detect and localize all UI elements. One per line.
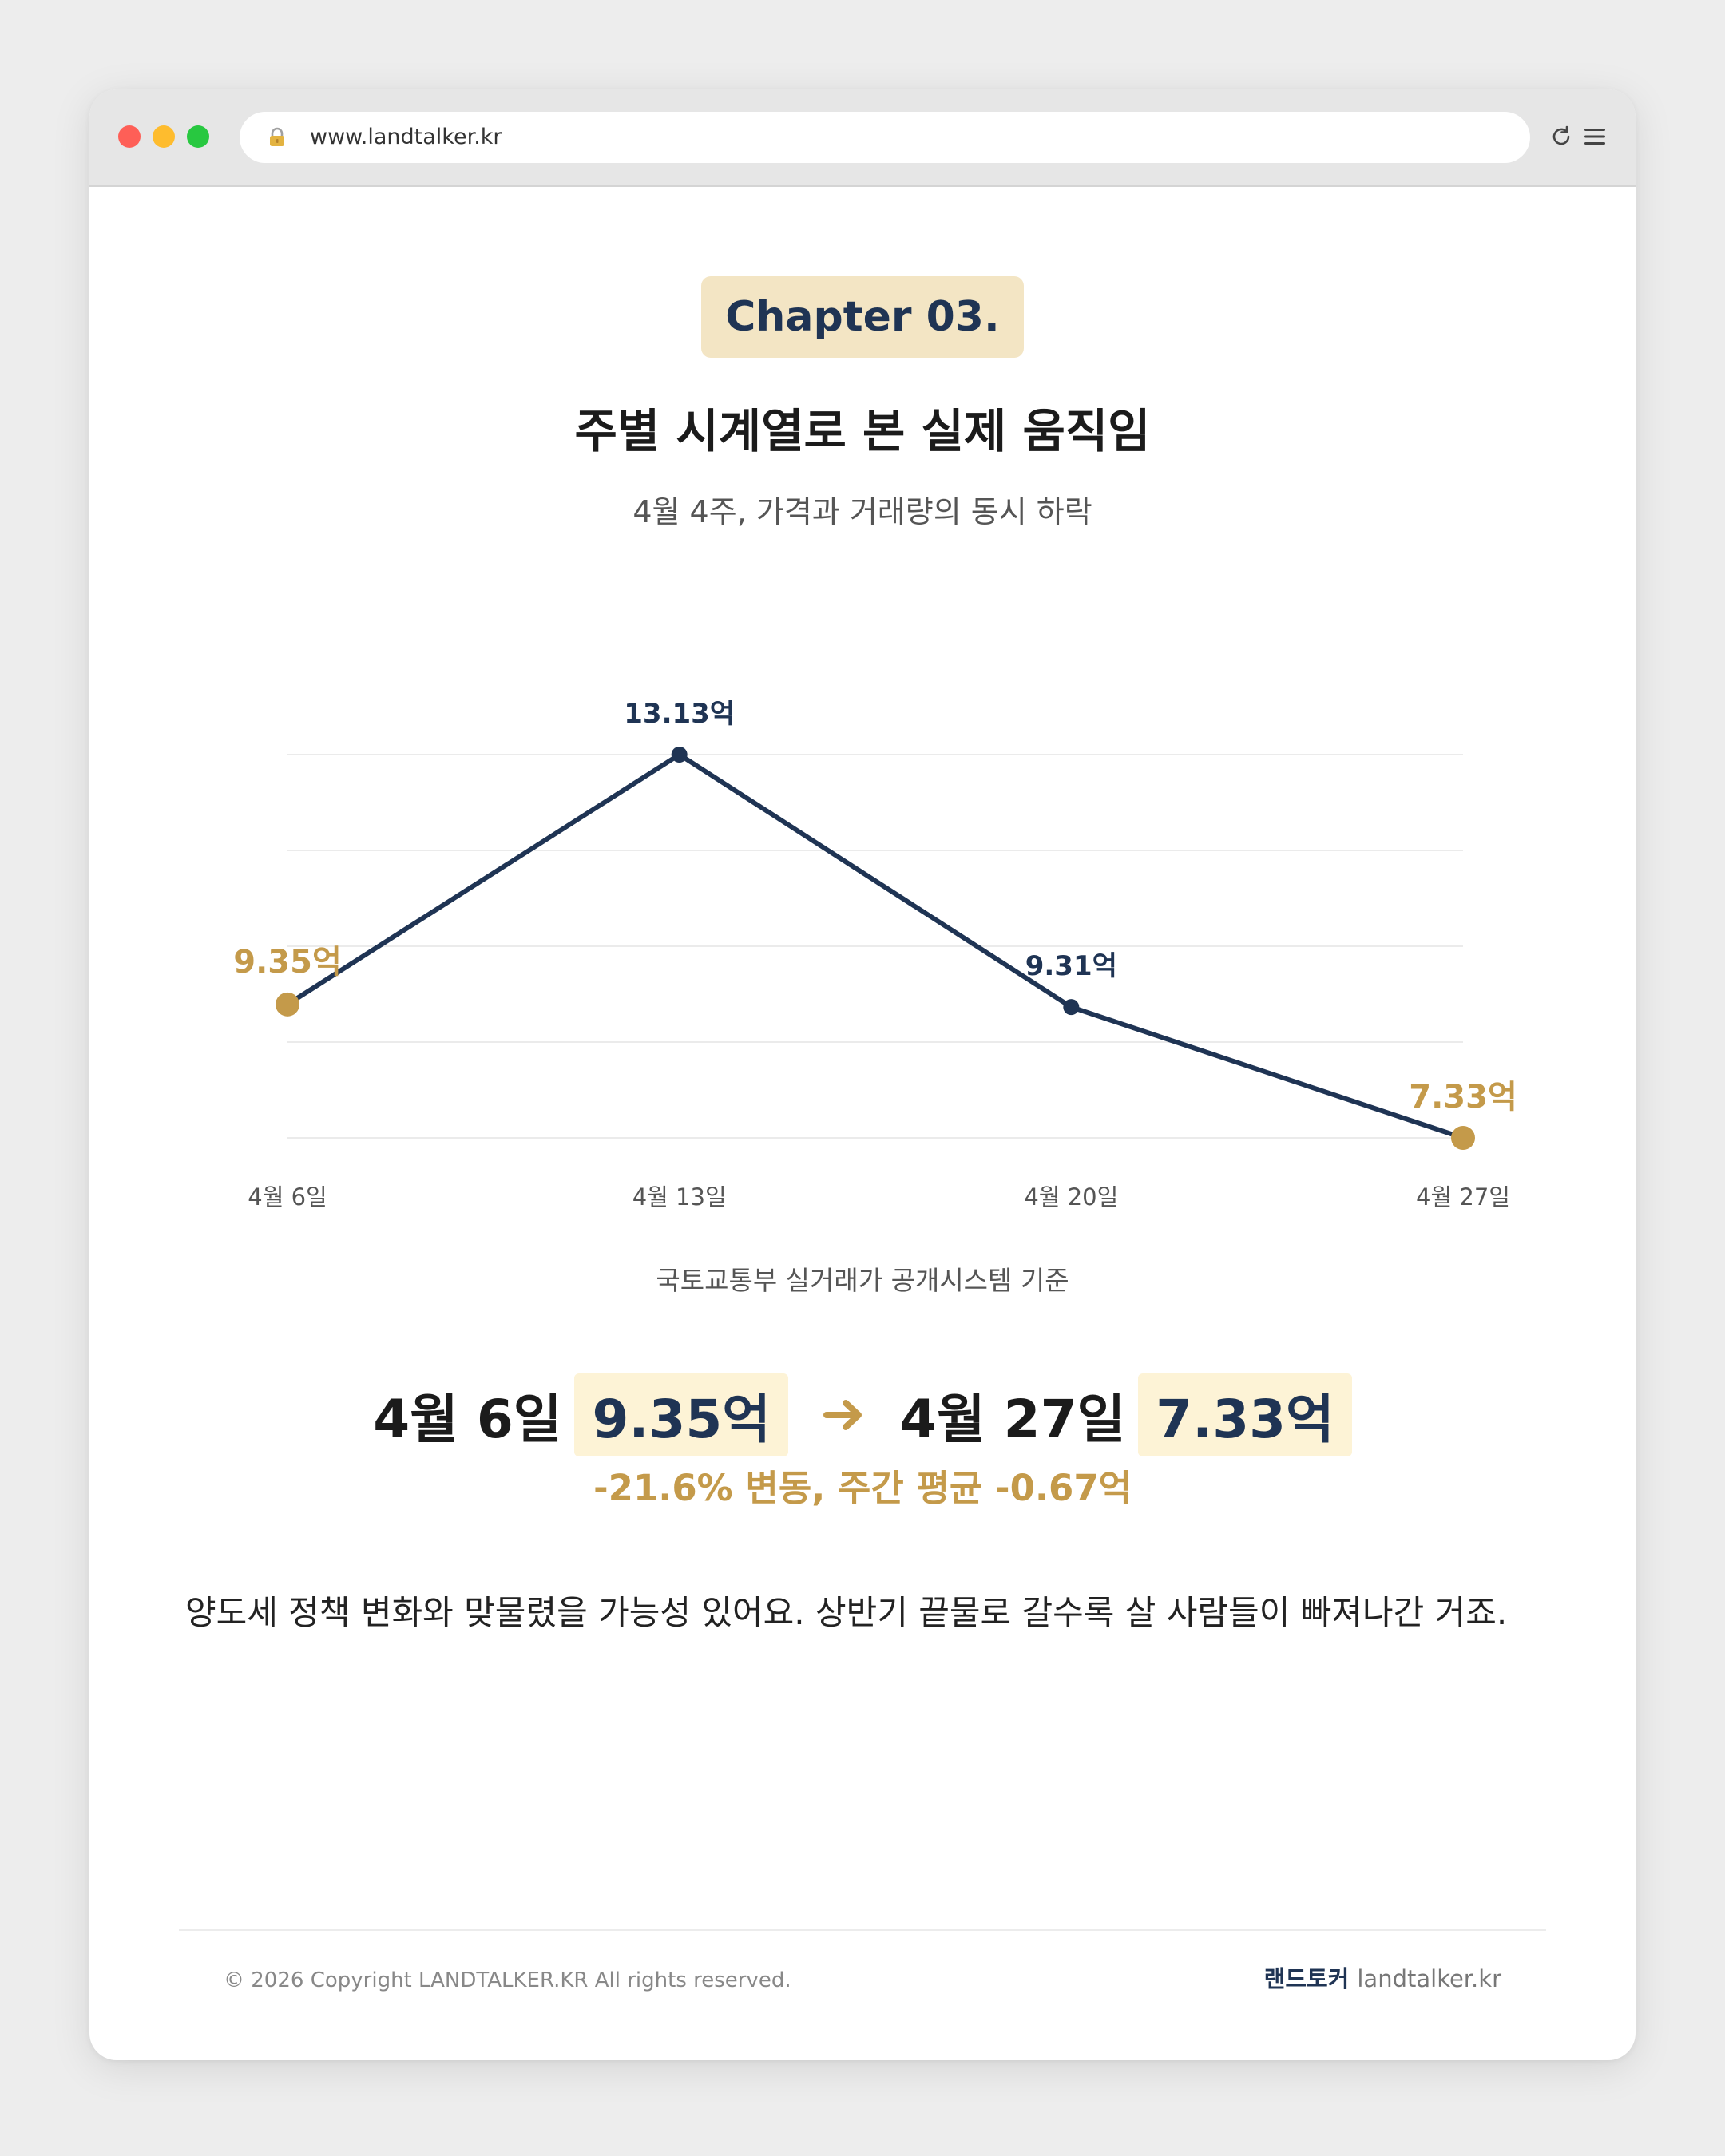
copyright-text: © 2026 Copyright LANDTALKER.KR All right… bbox=[224, 1968, 791, 1992]
close-window-button[interactable] bbox=[118, 125, 141, 148]
page-subtitle: 4월 4주, 가격과 거래량의 동시 하락 bbox=[632, 494, 1092, 529]
footer-divider bbox=[179, 1929, 1546, 1931]
x-tick-label: 4월 27일 bbox=[1416, 1183, 1510, 1211]
data-point bbox=[671, 747, 688, 763]
price-comparison: 4월 6일 9.35억 4월 27일 7.33억 bbox=[89, 1359, 1636, 1471]
line-chart: 9.35억 4월 6일 13.13억 4월 13일 9.31억 4월 20일 7.33억 4월… bbox=[233, 698, 1517, 1211]
data-label: 13.13억 bbox=[624, 698, 735, 730]
x-tick-label: 4월 20일 bbox=[1024, 1183, 1118, 1211]
url-text: www.landtalker.kr bbox=[310, 125, 502, 149]
data-point bbox=[276, 992, 299, 1017]
x-tick-label: 4월 6일 bbox=[248, 1183, 327, 1211]
maximize-window-button[interactable] bbox=[187, 125, 209, 148]
start-date: 4월 6일 bbox=[373, 1389, 562, 1450]
x-tick-label: 4월 13일 bbox=[632, 1183, 727, 1211]
brand-url[interactable]: landtalker.kr bbox=[1357, 1965, 1501, 1992]
reload-icon[interactable] bbox=[1548, 123, 1575, 150]
minimize-window-button[interactable] bbox=[153, 125, 175, 148]
data-point bbox=[1451, 1126, 1475, 1150]
chapter-badge: Chapter 03. bbox=[701, 276, 1024, 358]
start-value: 9.35억 bbox=[574, 1373, 789, 1456]
arrow-right-icon bbox=[823, 1400, 862, 1430]
data-label: 9.31억 bbox=[1025, 950, 1117, 982]
address-bar[interactable]: www.landtalker.kr bbox=[240, 112, 1530, 163]
data-point bbox=[1063, 999, 1080, 1016]
data-label: 7.33억 bbox=[1409, 1079, 1517, 1116]
end-date: 4월 27일 bbox=[900, 1389, 1126, 1450]
data-label: 9.35억 bbox=[233, 944, 342, 981]
series-line bbox=[285, 752, 1465, 1140]
body-paragraph: 양도세 정책 변화와 맞물렸을 가능성 있어요. 상반기 끝물로 갈수록 살 사… bbox=[185, 1593, 1508, 1632]
browser-window: www.landtalker.kr Chapter 03. 주별 시계열로 본 … bbox=[89, 89, 1636, 2060]
menu-icon[interactable] bbox=[1583, 125, 1607, 149]
page-title: 주별 시계열로 본 실제 움직임 bbox=[574, 404, 1151, 458]
change-summary: -21.6% 변동, 주간 평균 -0.67억 bbox=[593, 1467, 1132, 1509]
browser-titlebar: www.landtalker.kr bbox=[89, 89, 1636, 187]
data-source-note: 국토교통부 실거래가 공개시스템 기준 bbox=[656, 1265, 1069, 1296]
brand-name: 랜드토커 bbox=[1263, 1965, 1350, 1992]
lock-icon bbox=[270, 127, 284, 146]
end-value: 7.33억 bbox=[1138, 1373, 1352, 1456]
footer-brand: 랜드토커 landtalker.kr bbox=[1264, 1963, 1501, 1995]
